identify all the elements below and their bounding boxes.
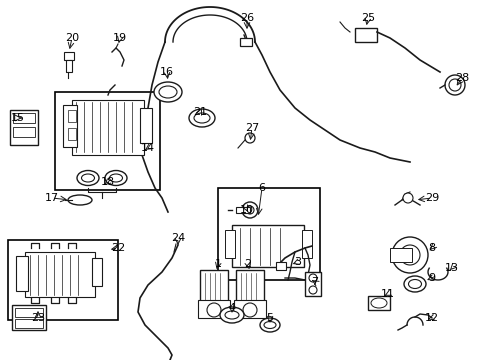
Ellipse shape bbox=[68, 195, 92, 205]
Ellipse shape bbox=[371, 298, 387, 308]
Text: 22: 22 bbox=[111, 243, 125, 253]
Bar bbox=[25, 252, 95, 297]
Bar bbox=[15, 308, 43, 317]
Bar bbox=[240, 38, 252, 46]
Text: 1: 1 bbox=[215, 259, 221, 269]
Bar bbox=[12, 305, 46, 330]
Bar bbox=[236, 270, 264, 302]
Bar bbox=[63, 105, 77, 147]
Ellipse shape bbox=[105, 171, 127, 185]
Ellipse shape bbox=[225, 311, 239, 319]
Bar bbox=[276, 262, 286, 270]
Text: 10: 10 bbox=[240, 205, 254, 215]
Text: 9: 9 bbox=[428, 273, 436, 283]
Bar bbox=[305, 272, 321, 296]
Ellipse shape bbox=[189, 109, 215, 127]
Text: 2: 2 bbox=[245, 259, 251, 269]
Bar bbox=[16, 256, 28, 291]
Ellipse shape bbox=[81, 174, 95, 182]
Bar bbox=[232, 225, 304, 267]
Bar bbox=[55, 92, 160, 190]
Text: 18: 18 bbox=[101, 177, 115, 187]
Text: 24: 24 bbox=[171, 233, 185, 243]
Text: 16: 16 bbox=[160, 67, 174, 77]
Text: 3: 3 bbox=[294, 257, 301, 267]
Circle shape bbox=[309, 286, 317, 294]
Ellipse shape bbox=[264, 321, 276, 328]
Text: 12: 12 bbox=[425, 313, 439, 323]
Text: 20: 20 bbox=[65, 33, 79, 43]
Text: 14: 14 bbox=[141, 143, 155, 153]
Circle shape bbox=[309, 274, 317, 282]
Ellipse shape bbox=[260, 318, 280, 332]
Ellipse shape bbox=[220, 307, 244, 323]
Text: 29: 29 bbox=[425, 193, 439, 203]
Text: 25: 25 bbox=[361, 13, 375, 23]
Bar bbox=[68, 128, 76, 140]
Bar bbox=[200, 270, 228, 302]
Bar bbox=[68, 110, 76, 122]
Text: 6: 6 bbox=[259, 183, 266, 193]
Text: 5: 5 bbox=[267, 313, 273, 323]
Bar bbox=[198, 300, 230, 318]
Ellipse shape bbox=[109, 174, 122, 182]
Bar bbox=[225, 230, 235, 258]
Bar bbox=[64, 52, 74, 60]
Text: 19: 19 bbox=[113, 33, 127, 43]
Text: 26: 26 bbox=[240, 13, 254, 23]
Text: 4: 4 bbox=[228, 303, 236, 313]
Bar bbox=[390, 248, 412, 262]
Ellipse shape bbox=[77, 171, 99, 185]
Bar bbox=[140, 108, 152, 143]
Text: 7: 7 bbox=[312, 277, 318, 287]
Bar bbox=[13, 127, 35, 137]
Bar bbox=[236, 207, 250, 213]
Circle shape bbox=[392, 237, 428, 273]
Bar bbox=[92, 258, 102, 286]
Text: 28: 28 bbox=[455, 73, 469, 83]
Bar bbox=[355, 28, 377, 42]
Circle shape bbox=[400, 245, 420, 265]
Circle shape bbox=[403, 193, 413, 203]
Bar bbox=[10, 110, 38, 145]
Circle shape bbox=[242, 202, 258, 218]
Bar bbox=[13, 113, 35, 123]
Circle shape bbox=[445, 75, 465, 95]
Bar bbox=[302, 230, 312, 258]
Text: 11: 11 bbox=[381, 289, 395, 299]
Circle shape bbox=[207, 303, 221, 317]
Circle shape bbox=[245, 133, 255, 143]
Text: 23: 23 bbox=[31, 313, 45, 323]
Bar bbox=[218, 188, 320, 280]
Ellipse shape bbox=[194, 113, 210, 123]
Text: 17: 17 bbox=[45, 193, 59, 203]
Text: 15: 15 bbox=[11, 113, 25, 123]
Ellipse shape bbox=[404, 276, 426, 292]
Ellipse shape bbox=[159, 86, 177, 98]
Bar bbox=[66, 60, 72, 72]
Bar bbox=[15, 319, 43, 328]
Bar bbox=[368, 296, 390, 310]
Circle shape bbox=[243, 303, 257, 317]
Bar bbox=[234, 300, 266, 318]
Text: 27: 27 bbox=[245, 123, 259, 133]
Bar bbox=[8, 240, 118, 320]
Circle shape bbox=[246, 206, 254, 214]
Text: 13: 13 bbox=[445, 263, 459, 273]
Ellipse shape bbox=[154, 82, 182, 102]
Text: 8: 8 bbox=[428, 243, 436, 253]
Ellipse shape bbox=[409, 279, 421, 288]
Bar bbox=[72, 100, 144, 155]
Circle shape bbox=[449, 79, 461, 91]
Text: 21: 21 bbox=[193, 107, 207, 117]
